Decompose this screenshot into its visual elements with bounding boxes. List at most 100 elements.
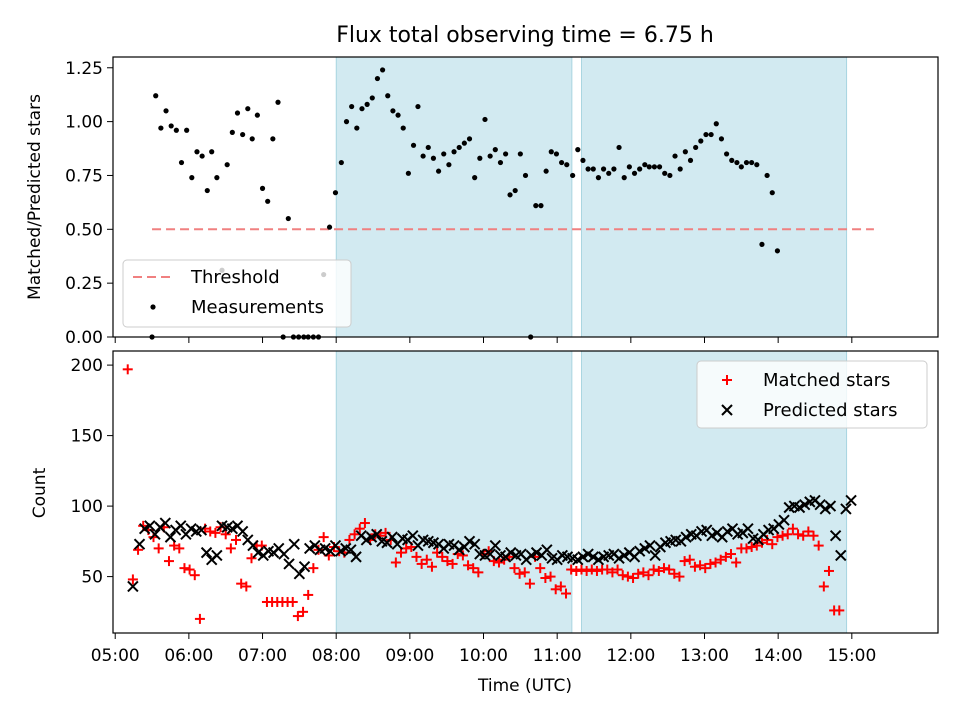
matched-point	[442, 556, 453, 567]
matched-point	[834, 605, 845, 616]
x-tick-label: 06:00	[164, 646, 213, 666]
x-b	[278, 548, 290, 560]
measurement-point	[194, 149, 200, 155]
x-b	[742, 522, 754, 535]
observing-intervals	[335, 56, 848, 338]
matched-point	[473, 567, 484, 578]
x-b	[747, 532, 759, 545]
x-b	[247, 539, 259, 552]
measurement-point	[275, 99, 281, 105]
x-b	[845, 494, 857, 507]
chart-title: Flux total observing time = 6.75 h	[336, 23, 714, 48]
matched-point	[318, 532, 329, 543]
x-b	[340, 542, 352, 555]
measurement-point	[646, 164, 652, 170]
measurement-point	[570, 172, 576, 179]
measurement-point	[425, 144, 431, 151]
measurement-point	[734, 159, 740, 166]
x-b	[778, 514, 790, 526]
measurement-point	[153, 93, 159, 99]
measurement-point	[718, 136, 725, 142]
x-b	[561, 551, 574, 563]
measurement-point	[616, 144, 622, 151]
measurement-point	[611, 166, 617, 172]
x-b	[283, 558, 295, 570]
measurement-point	[173, 127, 179, 133]
measurement-point	[343, 119, 350, 125]
measurement-point	[249, 136, 255, 142]
matched-point	[746, 541, 757, 552]
matched-point	[519, 567, 530, 578]
ratio-axes-frame	[112, 56, 939, 338]
matched-point	[287, 596, 298, 607]
measurement-point	[359, 106, 365, 112]
predicted-point	[835, 549, 847, 562]
x-b	[185, 522, 197, 535]
ratio-panel: 0.00 0.25 0.50 0.75 1.00 1.25 Matched/Predict…	[25, 56, 939, 348]
matched-point	[612, 564, 623, 575]
matched-point	[648, 564, 659, 575]
matched-point	[550, 584, 561, 595]
matched-point	[700, 563, 711, 574]
predicted-point	[541, 544, 553, 556]
measurement-point	[234, 110, 241, 116]
matched-point	[602, 564, 613, 575]
x-b	[200, 546, 213, 559]
predicted-point	[283, 558, 295, 570]
matched-point	[782, 529, 793, 540]
measurement-point	[435, 168, 442, 174]
legend-measurements-swatch	[150, 304, 156, 310]
measurement-point	[662, 170, 668, 176]
predicted-point	[649, 549, 661, 562]
matched-point	[493, 557, 504, 568]
matched-point	[777, 530, 788, 541]
legend-matched-swatch	[722, 375, 732, 385]
matched-point	[292, 611, 303, 622]
measurement-point	[332, 190, 339, 196]
x-b	[530, 546, 543, 559]
matched-point	[236, 578, 247, 589]
matched-point	[514, 568, 525, 579]
measurement-point	[713, 121, 719, 127]
x-b	[474, 548, 486, 560]
measurement-point	[265, 198, 271, 204]
x-tick-label: 12:00	[606, 646, 655, 666]
x-b	[350, 551, 362, 563]
measurement-point	[651, 164, 658, 170]
x-b	[376, 535, 388, 548]
x-b	[649, 549, 661, 562]
measurement-point	[400, 125, 406, 131]
x-b	[319, 542, 331, 555]
count-panel: 50 100 150 200 05:00 06:00 07:00 08:00 09:00 10:…	[30, 350, 939, 696]
measurement-point	[667, 172, 673, 179]
x-b	[288, 538, 300, 550]
measurement-point	[600, 166, 607, 172]
x-b	[427, 537, 440, 549]
measurement-point	[461, 140, 467, 146]
measurement-point	[240, 131, 246, 138]
y-tick-label: 0.50	[65, 220, 103, 240]
matched-point	[298, 606, 309, 617]
matched-point	[540, 573, 551, 584]
matched-point	[793, 529, 804, 540]
measurement-point	[338, 159, 344, 166]
measurement-point	[708, 131, 714, 138]
x-tick-label: 13:00	[680, 646, 729, 666]
predicted-point	[127, 580, 139, 593]
matched-point	[658, 563, 669, 574]
matched-point	[705, 558, 716, 569]
predicted-point	[288, 538, 300, 550]
matched-point	[669, 568, 680, 579]
matched-point	[210, 527, 221, 538]
matched-point	[349, 529, 360, 540]
x-b	[541, 544, 553, 556]
matched-point	[509, 563, 520, 574]
x-b	[298, 561, 311, 573]
count-y-axis-label: Count	[30, 467, 50, 518]
matched-point	[720, 551, 731, 562]
matched-point	[344, 534, 355, 545]
measurement-point	[774, 248, 781, 254]
x-tick-label: 15:00	[827, 646, 876, 666]
matched-point	[689, 561, 700, 572]
measurement-point	[543, 168, 549, 174]
